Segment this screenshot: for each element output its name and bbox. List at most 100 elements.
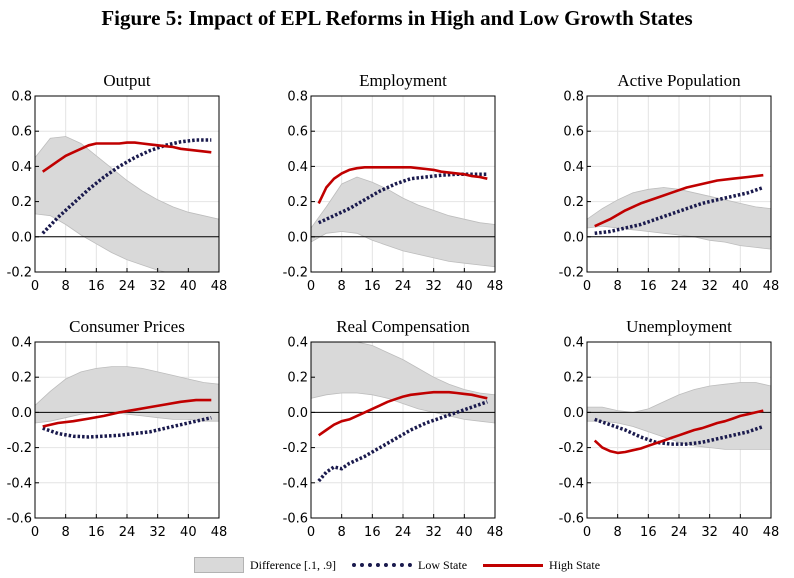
legend-swatch-low (352, 563, 413, 567)
legend-label-high: High State (549, 557, 601, 572)
y-tick-label: 0.8 (11, 90, 32, 105)
figure-title: Figure 5: Impact of EPL Reforms in High … (101, 6, 693, 30)
y-tick-label: -0.4 (7, 476, 32, 491)
panel-title: Real Compensation (336, 317, 470, 336)
x-tick-label: 48 (763, 279, 780, 294)
series-line-high (42, 398, 212, 428)
y-tick-label: -0.2 (7, 266, 32, 281)
y-tick-label: -0.4 (283, 476, 308, 491)
x-tick-label: 48 (211, 279, 228, 294)
y-tick-label: 0.0 (11, 230, 32, 245)
legend-item-low: Low State (352, 558, 467, 573)
y-tick-label: 0.0 (287, 230, 308, 245)
x-tick-label: 24 (395, 525, 412, 540)
x-tick-label: 48 (487, 279, 504, 294)
y-tick-label: -0.2 (283, 266, 308, 281)
x-tick-label: 24 (671, 525, 688, 540)
panel-title: Unemployment (626, 317, 732, 336)
y-tick-label: 0.6 (287, 125, 308, 140)
panel-2: Employment 0 8 16 24 32 40 48 -0.2 0.0 0.2 0.4 0.6 0.… (283, 71, 504, 294)
panel-6: Unemployment 0 8 16 24 32 40 48 -0.6 -0.4 -0.2 0.0 0… (559, 317, 780, 540)
legend-label-low: Low State (418, 557, 468, 572)
panel-1: Output 0 8 16 24 32 40 48 -0.2 0.0 0.2 0.4 0.6 0.8 (7, 71, 228, 294)
x-tick-label: 0 (31, 525, 39, 540)
panel-title: Active Population (617, 71, 741, 90)
x-tick-label: 40 (180, 525, 197, 540)
y-tick-label: -0.2 (283, 441, 308, 456)
y-tick-label: 0.0 (287, 406, 308, 421)
x-tick-label: 40 (732, 525, 749, 540)
series-line-low (594, 185, 764, 236)
y-tick-label: -0.2 (7, 441, 32, 456)
series-line-high (594, 173, 764, 228)
series-line-low (594, 417, 764, 446)
x-tick-label: 48 (211, 525, 228, 540)
band-area (587, 187, 771, 250)
x-tick-label: 16 (364, 279, 381, 294)
y-tick-label: 0.2 (563, 371, 584, 386)
x-tick-label: 16 (88, 279, 105, 294)
x-tick-label: 32 (701, 525, 718, 540)
legend-item-band: Difference [.1, .9] (193, 557, 337, 573)
y-tick-label: 0.4 (11, 160, 32, 175)
y-tick-label: 0.8 (563, 90, 584, 105)
y-tick-label: -0.6 (7, 512, 32, 527)
x-tick-label: 0 (583, 279, 591, 294)
series-line-low (42, 415, 212, 439)
panel-4: Consumer Prices 0 8 16 24 32 40 48 -0.6 -0.4 -0.2 0… (7, 317, 228, 540)
x-tick-label: 32 (149, 279, 166, 294)
y-tick-label: 0.6 (11, 125, 32, 140)
y-tick-label: 0.4 (287, 336, 308, 351)
series-line-high (41, 141, 212, 173)
band-area (35, 136, 219, 272)
y-tick-label: 0.0 (563, 230, 584, 245)
panel-title: Employment (359, 71, 447, 90)
series-line-high (317, 166, 488, 204)
panel-5: Real Compensation 0 8 16 24 32 40 48 -0.6 -0.4 -0.… (283, 317, 504, 540)
x-tick-label: 8 (62, 525, 70, 540)
y-tick-label: -0.6 (283, 512, 308, 527)
legend-label-band: Difference [.1, .9] (249, 557, 337, 572)
x-tick-label: 0 (31, 279, 39, 294)
x-tick-label: 40 (456, 279, 473, 294)
y-tick-label: 0.2 (287, 195, 308, 210)
legend-swatch-band (193, 557, 244, 573)
x-tick-label: 16 (640, 525, 657, 540)
x-tick-label: 24 (395, 279, 412, 294)
series-line-low (41, 138, 212, 235)
x-tick-label: 24 (119, 525, 136, 540)
band-area (35, 366, 219, 424)
x-tick-label: 48 (487, 525, 504, 540)
y-tick-label: 0.4 (563, 336, 584, 351)
x-tick-label: 8 (62, 279, 70, 294)
series-line-high (593, 409, 764, 455)
legend-item-high: High State (483, 558, 600, 573)
x-tick-label: 0 (583, 525, 591, 540)
panel-title: Consumer Prices (69, 317, 185, 336)
y-tick-label: 0.2 (11, 195, 32, 210)
x-tick-label: 8 (614, 525, 622, 540)
band-area (587, 382, 771, 450)
y-tick-label: 0.4 (287, 160, 308, 175)
y-tick-label: -0.6 (559, 512, 584, 527)
x-tick-label: 16 (364, 525, 381, 540)
x-tick-label: 32 (149, 525, 166, 540)
legend: Difference [.1, .9] Low State High State (0, 557, 794, 573)
x-tick-label: 32 (425, 525, 442, 540)
panel-title: Output (103, 71, 151, 90)
x-tick-label: 24 (119, 279, 136, 294)
series-line-low (317, 400, 488, 483)
x-tick-label: 8 (338, 525, 346, 540)
x-tick-label: 32 (701, 279, 718, 294)
panel-3: Active Population 0 8 16 24 32 40 48 -0.2 0.0 0.2 0… (559, 71, 780, 294)
y-tick-label: 0.2 (563, 195, 584, 210)
x-tick-label: 0 (307, 525, 315, 540)
x-tick-label: 16 (88, 525, 105, 540)
y-tick-label: 0.0 (563, 406, 584, 421)
y-tick-label: 0.2 (287, 371, 308, 386)
y-tick-label: 0.8 (287, 90, 308, 105)
y-tick-label: -0.4 (559, 476, 584, 491)
x-tick-label: 24 (671, 279, 688, 294)
x-tick-label: 32 (425, 279, 442, 294)
x-tick-label: 8 (338, 279, 346, 294)
